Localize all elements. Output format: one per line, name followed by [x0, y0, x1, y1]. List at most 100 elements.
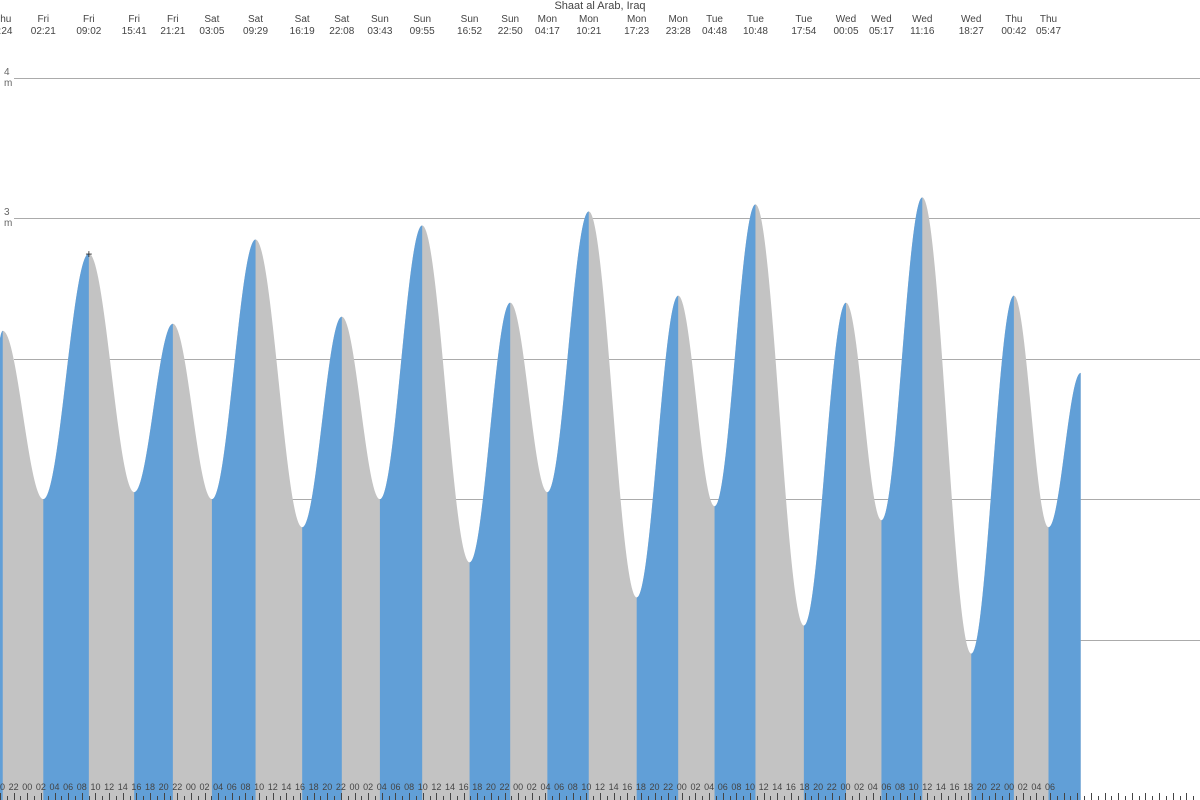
x-tick-label: 12 [922, 782, 932, 792]
x-tick [1023, 793, 1024, 800]
x-tick [436, 793, 437, 800]
x-tick [48, 796, 49, 800]
x-tick [689, 796, 690, 800]
x-tick [505, 793, 506, 800]
x-tick [389, 796, 390, 800]
x-tick [920, 796, 921, 800]
x-tick [859, 793, 860, 800]
x-tick [900, 793, 901, 800]
x-tick [552, 796, 553, 800]
x-tick [1064, 793, 1065, 800]
tide-area-blue [637, 296, 679, 800]
x-tick [205, 793, 206, 800]
x-tick [784, 796, 785, 800]
x-tick [409, 793, 410, 800]
x-tick [593, 796, 594, 800]
x-tick [1016, 796, 1017, 800]
x-tick-label: 22 [990, 782, 1000, 792]
x-tick-label: 04 [540, 782, 550, 792]
x-tick [27, 793, 28, 800]
x-tick [423, 793, 424, 800]
x-tick [702, 796, 703, 800]
x-tick-label: 20 [322, 782, 332, 792]
x-tick [1159, 793, 1160, 800]
x-tick-label: 00 [840, 782, 850, 792]
tide-area-blue [804, 303, 846, 800]
x-tick [716, 796, 717, 800]
x-tick-label: 22 [500, 782, 510, 792]
x-tick-label: 08 [404, 782, 414, 792]
x-tick-label: 20 [977, 782, 987, 792]
x-tick [1091, 793, 1092, 800]
x-tick [286, 793, 287, 800]
x-tick [1132, 793, 1133, 800]
x-tick-label: 04 [868, 782, 878, 792]
x-tick [355, 793, 356, 800]
x-tick [614, 793, 615, 800]
x-tick-label: 18 [472, 782, 482, 792]
x-tick-label: 20 [813, 782, 823, 792]
x-tick [457, 796, 458, 800]
x-tick [293, 796, 294, 800]
x-axis: 2022000204060810121416182022000204060810… [0, 780, 1200, 800]
x-tick [109, 793, 110, 800]
x-tick [402, 796, 403, 800]
tide-area-blue [971, 296, 1014, 800]
tide-area-blue [1049, 373, 1081, 800]
x-tick [130, 796, 131, 800]
x-tick [627, 793, 628, 800]
x-tick [982, 793, 983, 800]
x-tick [1050, 793, 1051, 800]
x-tick-label: 14 [936, 782, 946, 792]
x-tick [314, 793, 315, 800]
tide-chart: Shaat al Arab, Iraq Thu0:24Fri02:21Fri09… [0, 0, 1200, 800]
x-tick-label: 20 [650, 782, 660, 792]
x-tick [648, 796, 649, 800]
x-tick-label: 12 [104, 782, 114, 792]
x-tick-label: 04 [50, 782, 60, 792]
x-tick-label: 20 [486, 782, 496, 792]
x-tick [1152, 796, 1153, 800]
x-tick [1145, 793, 1146, 800]
x-tick [600, 793, 601, 800]
x-tick [968, 793, 969, 800]
x-tick-label: 02 [854, 782, 864, 792]
x-tick [566, 796, 567, 800]
x-tick [1111, 796, 1112, 800]
tide-area [0, 0, 1200, 800]
x-tick [1180, 796, 1181, 800]
x-tick-label: 00 [186, 782, 196, 792]
x-tick-label: 06 [63, 782, 73, 792]
x-tick-label: 10 [90, 782, 100, 792]
x-tick-label: 18 [309, 782, 319, 792]
x-tick [750, 793, 751, 800]
x-tick [89, 796, 90, 800]
tide-area-blue [470, 303, 511, 800]
x-tick-label: 06 [554, 782, 564, 792]
x-tick [948, 796, 949, 800]
x-tick [395, 793, 396, 800]
x-tick-label: 06 [881, 782, 891, 792]
x-tick [545, 793, 546, 800]
x-tick [136, 793, 137, 800]
x-tick [348, 796, 349, 800]
x-tick [1070, 796, 1071, 800]
x-tick-label: 10 [745, 782, 755, 792]
x-tick [1002, 796, 1003, 800]
x-tick-label: 02 [527, 782, 537, 792]
x-tick [525, 796, 526, 800]
x-tick-label: 08 [568, 782, 578, 792]
x-tick [641, 793, 642, 800]
x-tick [20, 796, 21, 800]
x-tick-label: 00 [1004, 782, 1014, 792]
x-tick [695, 793, 696, 800]
x-tick [484, 796, 485, 800]
x-tick-label: 02 [363, 782, 373, 792]
x-tick [730, 796, 731, 800]
x-tick-label: 14 [772, 782, 782, 792]
x-tick-label: 04 [377, 782, 387, 792]
x-tick [532, 793, 533, 800]
x-tick-label: 16 [622, 782, 632, 792]
x-tick [934, 796, 935, 800]
x-tick-label: 18 [145, 782, 155, 792]
